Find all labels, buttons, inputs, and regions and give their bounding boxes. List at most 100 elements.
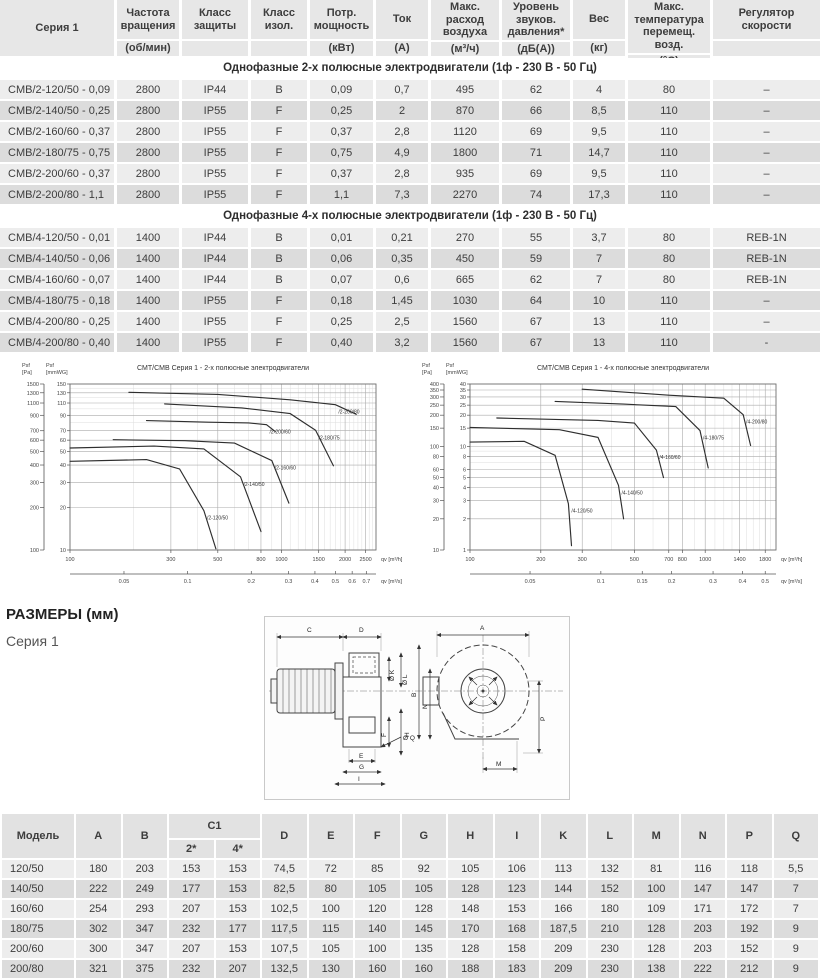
svg-text:50: 50 xyxy=(60,449,66,455)
hub-center xyxy=(481,689,485,693)
value-cell: 935 xyxy=(431,164,499,183)
value-cell: 158 xyxy=(494,940,539,958)
bolt-arrow xyxy=(488,696,498,706)
value-cell: 10 xyxy=(573,291,625,310)
svg-text:400: 400 xyxy=(430,382,439,388)
value-cell: 8,5 xyxy=(573,101,625,120)
value-cell: 110 xyxy=(628,164,710,183)
value-cell: 1400 xyxy=(117,228,179,247)
model-cell: 180/75 xyxy=(2,920,74,938)
value-cell: F xyxy=(251,312,307,331)
value-cell: – xyxy=(713,185,820,204)
svg-text:/2-200/60: /2-200/60 xyxy=(270,430,291,436)
svg-text:350: 350 xyxy=(430,388,439,394)
value-cell: IP44 xyxy=(182,270,248,289)
value-cell: 4,9 xyxy=(376,143,428,162)
svg-text:300: 300 xyxy=(578,557,587,563)
dim-col-p: P xyxy=(727,814,772,858)
value-cell: 4 xyxy=(573,80,625,99)
value-cell: 0,06 xyxy=(310,249,373,268)
svg-text:[Pa]: [Pa] xyxy=(22,370,32,376)
value-cell: IP55 xyxy=(182,143,248,162)
svg-text:70: 70 xyxy=(60,429,66,435)
svg-text:50: 50 xyxy=(433,476,439,482)
value-cell: 128 xyxy=(634,920,679,938)
value-cell: 1120 xyxy=(431,122,499,141)
scroll-housing xyxy=(436,644,530,738)
dim-label-g: G xyxy=(359,764,364,771)
dimensions-section: РАЗМЕРЫ (мм) Серия 1 xyxy=(0,606,820,806)
value-cell: 153 xyxy=(215,860,260,878)
value-cell: 2270 xyxy=(431,185,499,204)
dim-col-q: Q xyxy=(773,814,818,858)
model-cell: 120/50 xyxy=(2,860,74,878)
value-cell: 62 xyxy=(502,270,570,289)
model-cell: CMB/2-180/75 - 0,75 xyxy=(0,143,114,162)
table-row: 120/50 180 203 153 153 74,5 72 85 92 105 106 113 132… xyxy=(2,860,818,878)
spec-header-cell: Макс. температура перемещ. возд.(°С) xyxy=(628,0,710,68)
dim-col-i: I xyxy=(494,814,539,858)
spec-header-label: Вес xyxy=(573,0,625,39)
value-cell: B xyxy=(251,80,307,99)
value-cell: 209 xyxy=(541,940,586,958)
svg-text:1800: 1800 xyxy=(759,557,771,563)
value-cell: 80 xyxy=(628,249,710,268)
value-cell: 2,8 xyxy=(376,164,428,183)
value-cell: F xyxy=(251,164,307,183)
model-cell: CMB/2-160/60 - 0,37 xyxy=(0,122,114,141)
spec-header-cell: Серия 1 xyxy=(0,0,114,56)
value-cell: 80 xyxy=(308,880,353,898)
svg-text:90: 90 xyxy=(60,413,66,419)
value-cell: 100 xyxy=(308,900,353,918)
value-cell: 170 xyxy=(448,920,493,938)
value-cell: 80 xyxy=(628,80,710,99)
value-cell: 870 xyxy=(431,101,499,120)
value-cell: 128 xyxy=(448,940,493,958)
value-cell: F xyxy=(251,122,307,141)
value-cell: 1400 xyxy=(117,333,179,352)
table-row: 180/75 302 347 232 177 117,5 115 140 145 170 168 18… xyxy=(2,920,818,938)
value-cell: 74,5 xyxy=(262,860,307,878)
spec-header-unit: (кг) xyxy=(573,41,625,56)
value-cell: IP55 xyxy=(182,291,248,310)
dim-label-m: M xyxy=(496,761,501,768)
svg-text:60: 60 xyxy=(60,438,66,444)
svg-text:0.2: 0.2 xyxy=(247,579,255,585)
value-cell: 0,40 xyxy=(310,333,373,352)
value-cell: 0,75 xyxy=(310,143,373,162)
fan-curve-chart-2pole: 100 200 300 400 500 600 700 900 1100 1300 1500 10 20… xyxy=(22,363,403,585)
svg-text:35: 35 xyxy=(460,388,466,394)
svg-text:200: 200 xyxy=(430,413,439,419)
value-cell: 2800 xyxy=(117,164,179,183)
spec-header-unit: (А) xyxy=(376,41,428,56)
value-cell: 81 xyxy=(634,860,679,878)
value-cell: 0,37 xyxy=(310,164,373,183)
model-cell: 160/60 xyxy=(2,900,74,918)
svg-text:/2-120/50: /2-120/50 xyxy=(207,516,228,522)
spec-header-unit xyxy=(713,41,820,56)
value-cell: B xyxy=(251,228,307,247)
dim-label-e: E xyxy=(359,753,364,760)
bolt-arrow xyxy=(488,676,498,686)
svg-text:1000: 1000 xyxy=(699,557,711,563)
value-cell: 135 xyxy=(401,940,446,958)
value-cell: 168 xyxy=(494,920,539,938)
value-cell: 203 xyxy=(680,920,725,938)
value-cell: IP44 xyxy=(182,249,248,268)
value-cell: 13 xyxy=(573,312,625,331)
svg-text:110: 110 xyxy=(57,401,66,407)
svg-text:100: 100 xyxy=(65,557,74,563)
svg-text:80: 80 xyxy=(433,454,439,460)
svg-text:40: 40 xyxy=(433,486,439,492)
dim-label-q: Ø Q xyxy=(403,735,415,742)
fan-curve-charts: 100 200 300 400 500 600 700 900 1100 1300 1500 10 20… xyxy=(0,352,820,602)
dim-col-k: K xyxy=(541,814,586,858)
dim-col-b: B xyxy=(122,814,167,858)
table-row: 200/60 300 347 207 153 107,5 105 100 135 128 158 20… xyxy=(2,940,818,958)
value-cell: 67 xyxy=(502,333,570,352)
motor-shaft-cap xyxy=(270,678,278,704)
svg-text:/2-160/60: /2-160/60 xyxy=(275,466,296,472)
svg-text:25: 25 xyxy=(460,403,466,409)
value-cell: 116 xyxy=(680,860,725,878)
